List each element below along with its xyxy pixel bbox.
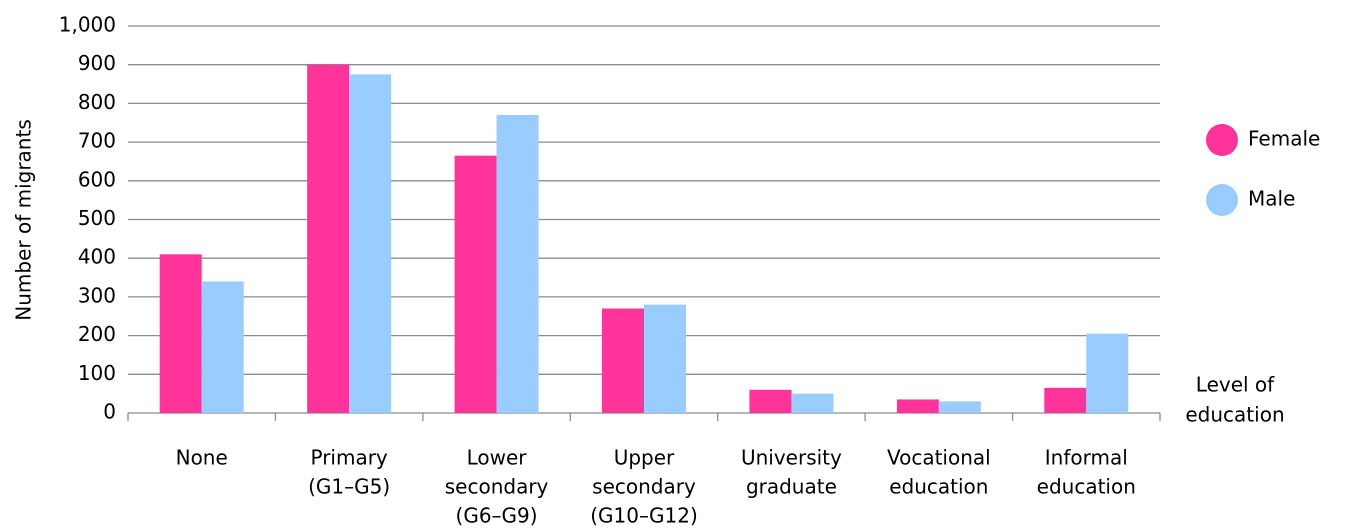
bar	[749, 389, 792, 413]
x-tick-label: education	[1037, 475, 1136, 499]
x-tick-label: (G1–G5)	[308, 475, 390, 499]
legend-swatch	[1206, 124, 1238, 156]
bar	[1044, 387, 1087, 413]
y-axis-title: Number of migrants	[12, 119, 36, 320]
bar	[454, 155, 497, 413]
x-tick-label: education	[889, 475, 988, 499]
x-tick-label: Informal	[1045, 446, 1128, 470]
x-tick-label: Lower	[467, 446, 528, 470]
x-tick-label: (G10–G12)	[590, 504, 698, 528]
x-tick-label: Vocational	[887, 446, 991, 470]
bar	[349, 74, 392, 413]
bar	[938, 401, 981, 413]
y-tick-label: 700	[78, 129, 116, 153]
y-tick-label: 0	[103, 400, 116, 424]
x-tick-label: graduate	[746, 475, 837, 499]
legend-label: Male	[1248, 187, 1295, 211]
x-tick-label: (G6–G9)	[456, 504, 538, 528]
bar	[307, 64, 350, 413]
y-tick-label: 900	[78, 51, 116, 75]
bar	[1086, 333, 1129, 413]
bar	[896, 399, 939, 413]
bar	[791, 393, 834, 413]
legend-label: Female	[1248, 127, 1320, 151]
x-tick-label: secondary	[445, 475, 549, 499]
legend-swatch	[1206, 184, 1238, 216]
x-axis-title: Level of	[1196, 373, 1275, 397]
bar	[602, 308, 644, 413]
y-tick-label: 800	[78, 90, 116, 114]
x-tick-label: Primary	[310, 446, 387, 470]
x-tick-label: None	[176, 446, 228, 470]
y-tick-label: 200	[78, 322, 116, 346]
bar	[644, 304, 686, 413]
y-tick-label: 400	[78, 245, 116, 269]
y-tick-label: 500	[78, 206, 116, 230]
y-tick-label: 600	[78, 167, 116, 191]
x-tick-label: secondary	[592, 475, 696, 499]
bar	[201, 281, 244, 413]
y-tick-label: 300	[78, 283, 116, 307]
y-tick-label: 1,000	[59, 13, 116, 37]
y-tick-label: 100	[78, 361, 116, 385]
bar	[159, 254, 202, 413]
x-tick-label: University	[741, 446, 842, 470]
bar	[496, 115, 539, 413]
x-tick-label: Upper	[614, 446, 675, 470]
x-axis-title: education	[1185, 403, 1284, 427]
